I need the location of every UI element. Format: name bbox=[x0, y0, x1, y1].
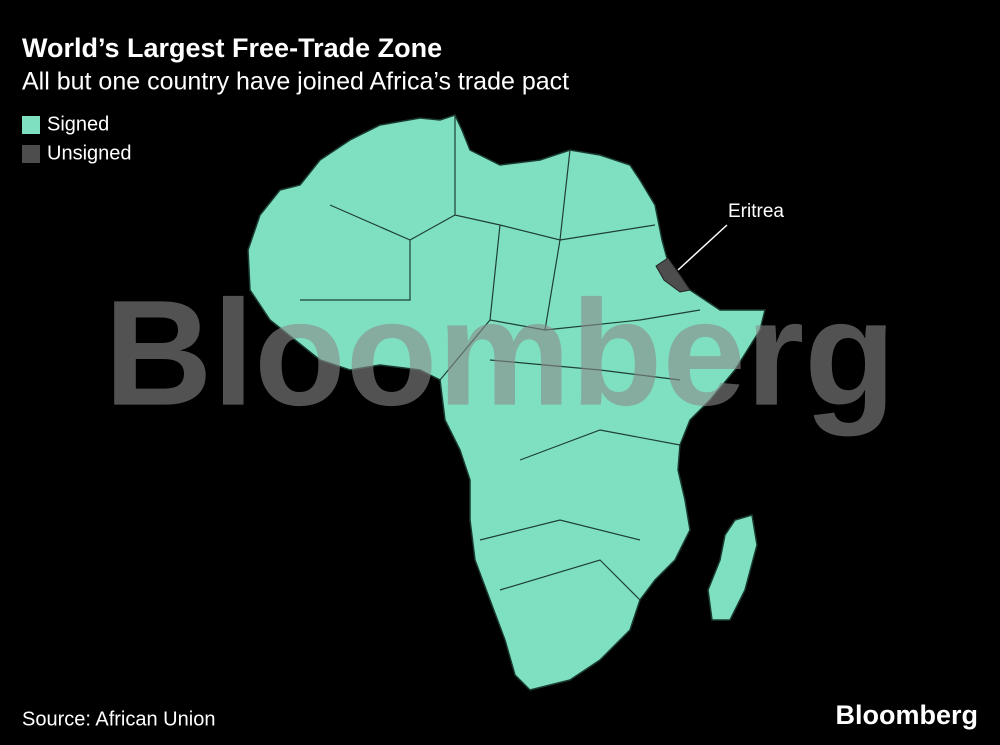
source: Source: African Union bbox=[22, 708, 215, 730]
legend-swatch bbox=[22, 145, 40, 163]
logo: Bloomberg bbox=[835, 700, 978, 730]
annotation-label: Eritrea bbox=[728, 201, 784, 222]
title: World’s Largest Free-Trade Zone bbox=[22, 33, 442, 63]
legend-swatch bbox=[22, 116, 40, 134]
africa-signed bbox=[247, 114, 766, 691]
legend-label: Signed bbox=[47, 113, 109, 135]
annotation-leader bbox=[677, 224, 728, 271]
madagascar bbox=[707, 514, 758, 621]
legend-label: Unsigned bbox=[47, 142, 132, 164]
watermark: Bloomberg bbox=[104, 269, 896, 437]
borders bbox=[300, 115, 701, 601]
subtitle: All but one country have joined Africa’s… bbox=[22, 68, 569, 96]
eritrea-unsigned bbox=[655, 257, 691, 293]
